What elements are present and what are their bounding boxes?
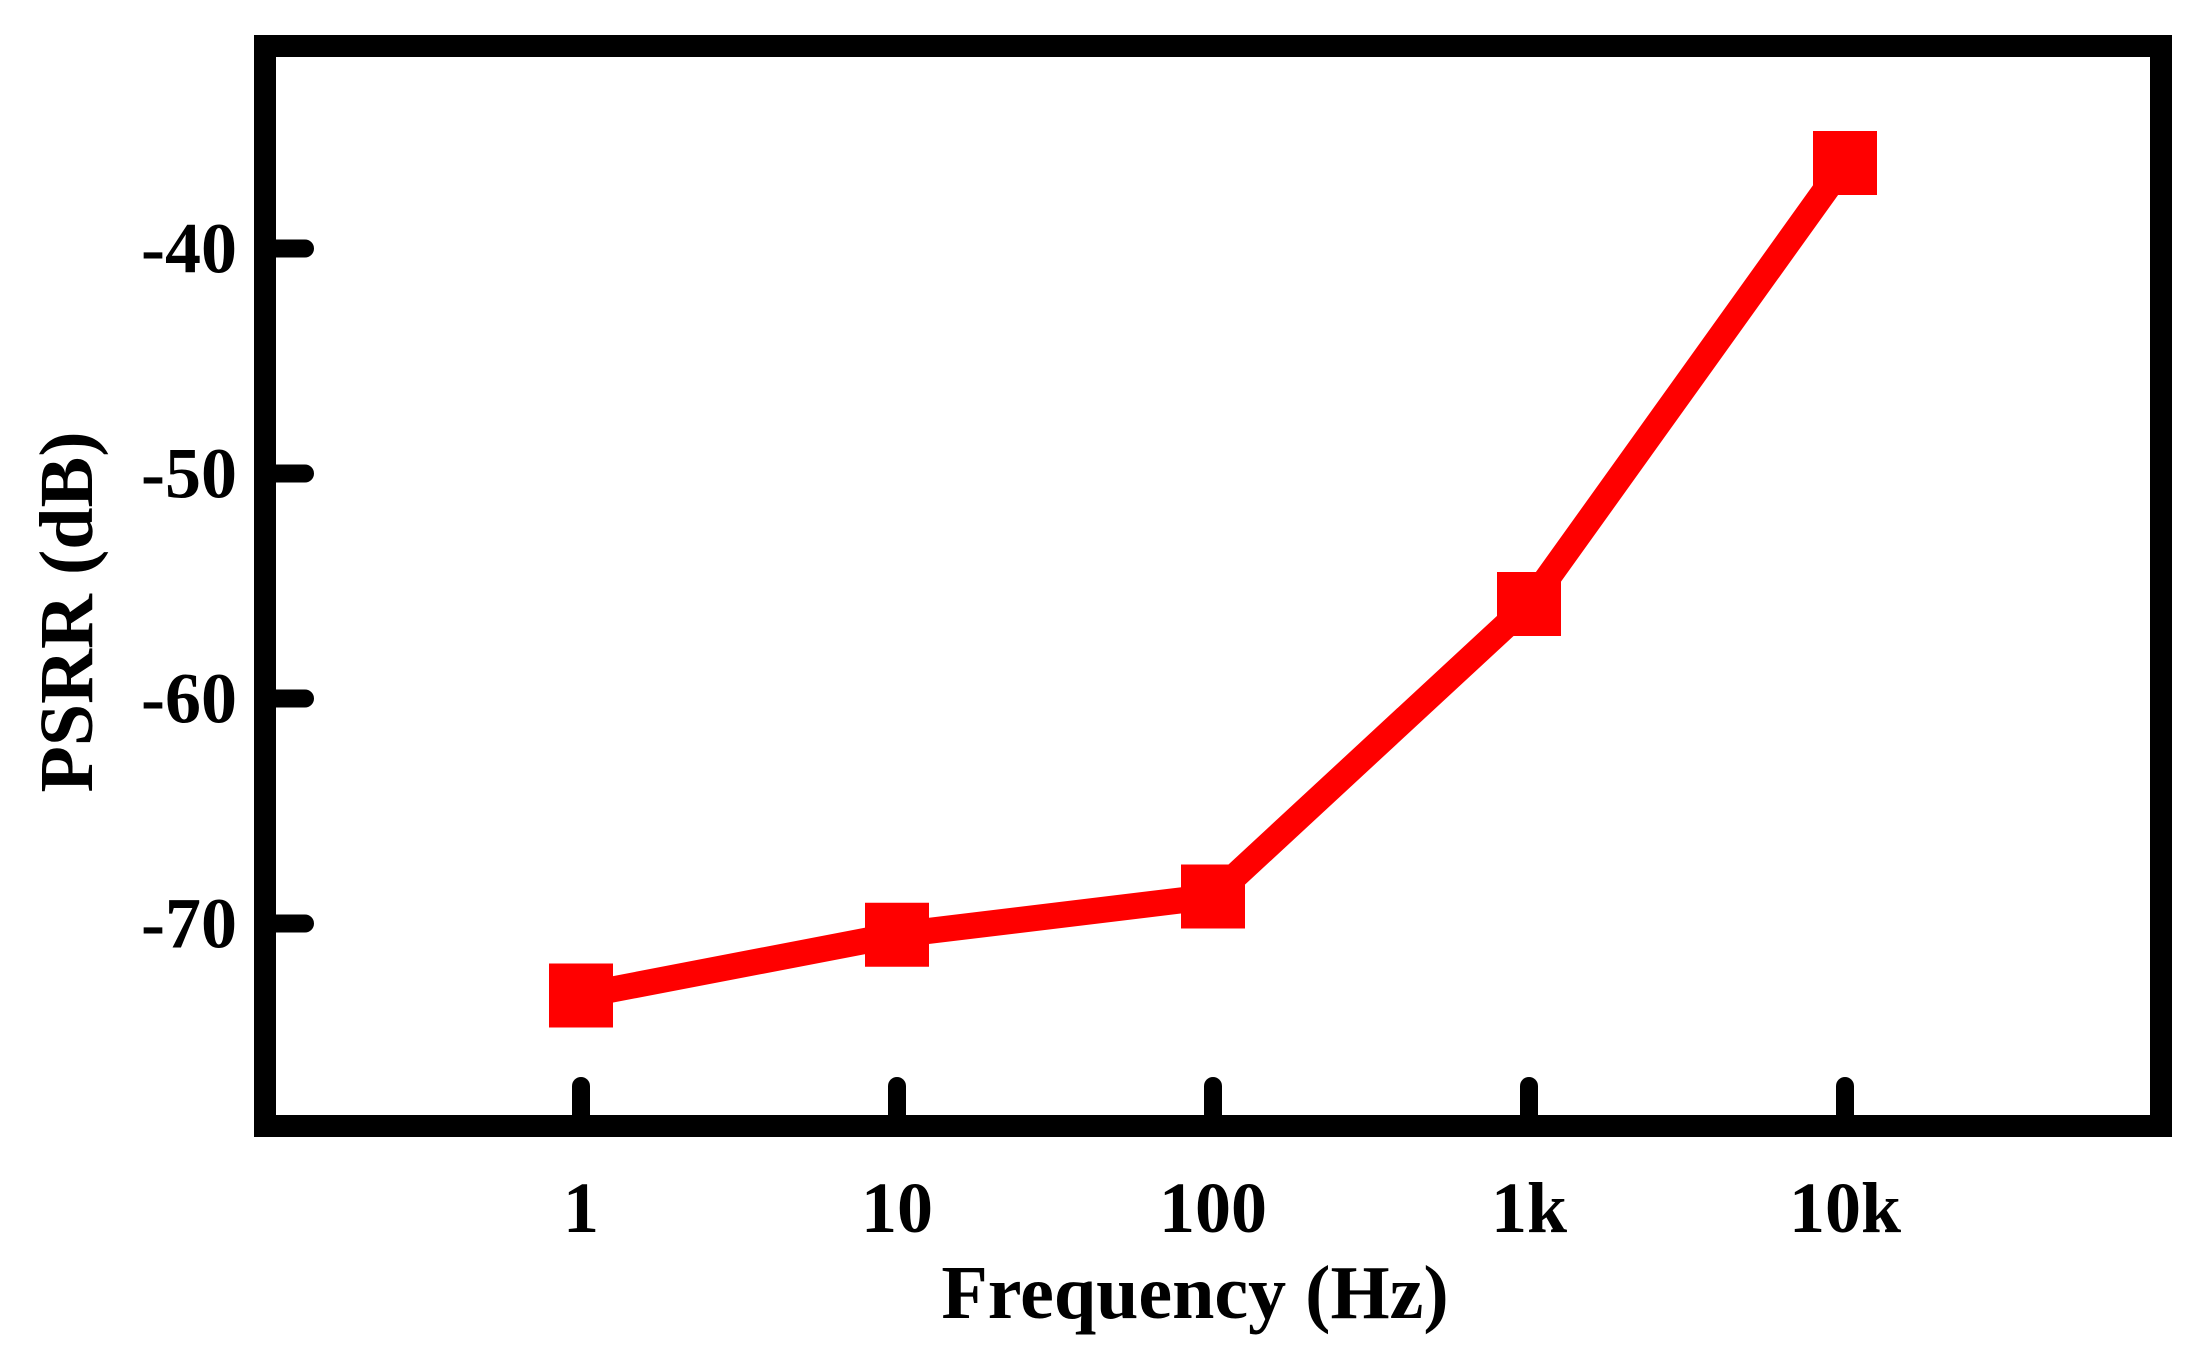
x-tick-label: 1 bbox=[563, 1168, 599, 1248]
data-point-marker bbox=[549, 963, 613, 1028]
y-tick-label: -60 bbox=[141, 659, 237, 739]
x-tick-label: 100 bbox=[1159, 1168, 1267, 1248]
y-axis-title: PSRR (dB) bbox=[25, 431, 109, 792]
data-point-marker bbox=[865, 902, 929, 967]
x-tick-label: 10k bbox=[1789, 1168, 1901, 1248]
y-tick-label: -50 bbox=[141, 434, 237, 514]
y-axis-ticks: -40 -50 -60 -70 bbox=[141, 209, 314, 964]
data-point-marker bbox=[1497, 572, 1561, 636]
data-point-marker bbox=[1813, 131, 1877, 195]
x-tick-label: 1k bbox=[1491, 1168, 1567, 1248]
x-tick-label: 10 bbox=[861, 1168, 933, 1248]
y-tick-label: -40 bbox=[141, 209, 237, 289]
series-layer bbox=[549, 131, 1877, 1028]
data-point-marker bbox=[1181, 864, 1245, 929]
x-axis-ticks: 1 10 100 1k 10k bbox=[563, 1077, 1901, 1248]
y-tick-label: -70 bbox=[141, 884, 237, 964]
x-axis-title: Frequency (Hz) bbox=[941, 1251, 1448, 1335]
